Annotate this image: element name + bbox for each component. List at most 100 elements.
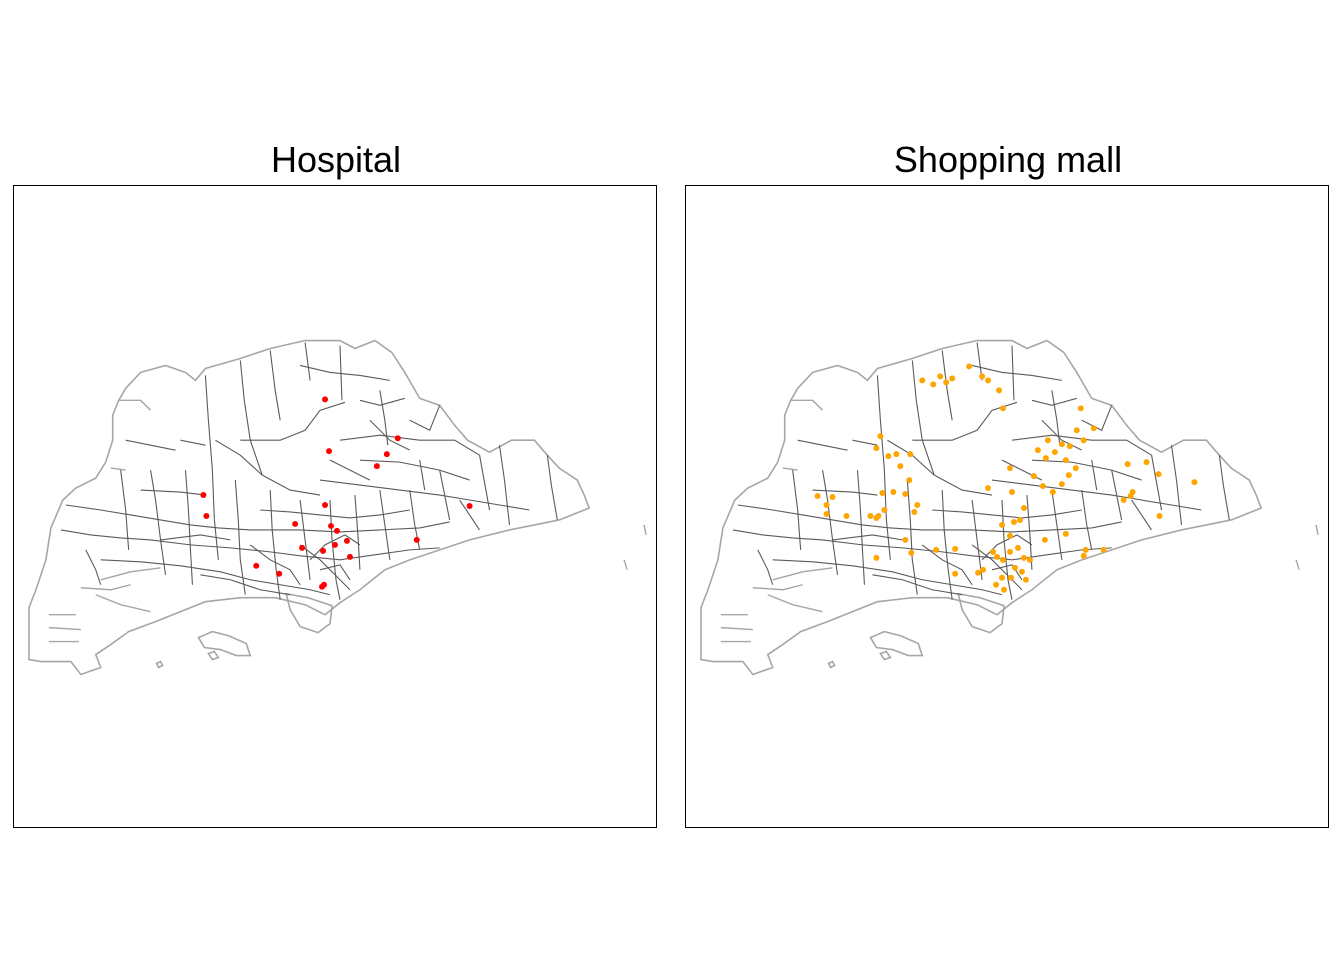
mall-point <box>996 387 1003 394</box>
mall-point <box>1049 489 1056 496</box>
shore-segment <box>1315 524 1319 536</box>
subzone-boundary <box>234 480 246 595</box>
subzone-boundary <box>906 480 918 595</box>
subzone-boundary <box>299 499 311 580</box>
island <box>155 660 164 669</box>
hospital-point <box>343 537 350 544</box>
subzone-boundary <box>546 455 558 521</box>
subzone-boundary <box>1091 460 1098 491</box>
subzone-boundary <box>1151 455 1163 511</box>
shore-segment <box>752 584 803 591</box>
subzone-boundary <box>971 499 983 580</box>
mall-point <box>1016 516 1023 523</box>
mall-point <box>1022 576 1029 583</box>
subzone-boundary <box>85 549 102 585</box>
island <box>285 592 333 634</box>
mall-point <box>873 554 880 561</box>
mall-point <box>979 373 986 380</box>
subzone-boundary <box>1131 499 1153 531</box>
mall-point <box>1062 530 1069 537</box>
mall-point <box>1030 473 1037 480</box>
mall-point <box>1143 459 1150 466</box>
mall-point <box>906 477 913 484</box>
subzone-boundary <box>822 470 839 575</box>
subzone-boundary <box>339 345 343 401</box>
shore-segment <box>118 399 152 411</box>
subzone-boundary <box>1051 489 1063 560</box>
subzone-boundary <box>832 534 903 541</box>
mall-point <box>1020 554 1027 561</box>
island <box>869 630 924 657</box>
mall-point <box>1082 546 1089 553</box>
subzone-boundary <box>737 504 1122 533</box>
subzone-boundary <box>876 375 891 560</box>
hospital-point <box>320 547 327 554</box>
hospital-point <box>322 502 329 508</box>
subzone-boundary <box>200 574 291 596</box>
mall-point <box>949 375 956 382</box>
subzone-boundary <box>439 470 451 521</box>
mall-point <box>994 553 1001 560</box>
subzone-boundary <box>757 549 774 585</box>
hospital-point <box>203 512 210 519</box>
subzone-boundary <box>249 544 301 586</box>
mall-point <box>814 493 821 500</box>
mall-point <box>1014 544 1021 551</box>
hospital-point <box>328 522 335 529</box>
mall-point <box>914 502 921 508</box>
mall-point <box>1077 405 1084 412</box>
mall-point <box>873 514 880 521</box>
subzone-boundary <box>856 470 865 585</box>
subzone-boundary <box>1031 397 1077 406</box>
mall-point <box>1011 564 1018 571</box>
subzone-boundary <box>354 494 361 570</box>
mall-point <box>902 536 909 543</box>
mall-point <box>1124 461 1131 468</box>
coastline <box>700 339 1263 676</box>
mall-point <box>1010 518 1017 525</box>
hospital-point <box>373 463 380 470</box>
subzone-boundary <box>329 499 341 600</box>
mall-point <box>911 508 918 515</box>
shore-segment <box>772 567 833 581</box>
subzone-boundary <box>941 350 953 421</box>
island <box>957 592 1005 634</box>
subzone-boundary <box>911 360 993 496</box>
shore-segment <box>48 626 81 631</box>
subzone-boundary <box>872 574 963 596</box>
subzone-boundary <box>239 360 321 496</box>
subzone-boundary <box>812 489 878 496</box>
subzone-boundary <box>1041 419 1083 451</box>
mall-point <box>1080 552 1087 559</box>
mall-point <box>1042 455 1049 462</box>
mall-point <box>975 569 982 576</box>
mall-point <box>1066 443 1073 450</box>
subzone-boundary <box>1081 405 1113 431</box>
mall-point <box>1007 548 1013 555</box>
mall-point <box>873 445 880 452</box>
mall-point <box>1073 427 1080 434</box>
subzone-boundary <box>971 364 1062 381</box>
subzone-boundary <box>184 470 193 585</box>
subzone-boundary <box>204 375 219 560</box>
mall-point <box>1072 465 1079 472</box>
subzone-boundary <box>1031 459 1142 481</box>
island <box>207 650 220 661</box>
subzone-boundary <box>941 490 953 600</box>
subzone-boundary <box>269 350 281 421</box>
island <box>827 660 836 669</box>
mall-point <box>908 549 915 556</box>
mall-point <box>1034 447 1041 454</box>
mall-point <box>930 381 937 388</box>
subzone-boundary <box>498 445 511 526</box>
mall-point <box>897 463 904 470</box>
subzone-boundary <box>60 529 440 561</box>
mall-point <box>902 491 909 498</box>
subzone-boundary <box>299 364 390 381</box>
hospital-point <box>334 527 340 534</box>
hospital-point <box>292 520 299 527</box>
hospital-point <box>383 451 390 458</box>
subzone-boundary <box>991 479 1202 511</box>
subzone-boundary <box>379 390 389 446</box>
mall-point <box>881 506 888 513</box>
